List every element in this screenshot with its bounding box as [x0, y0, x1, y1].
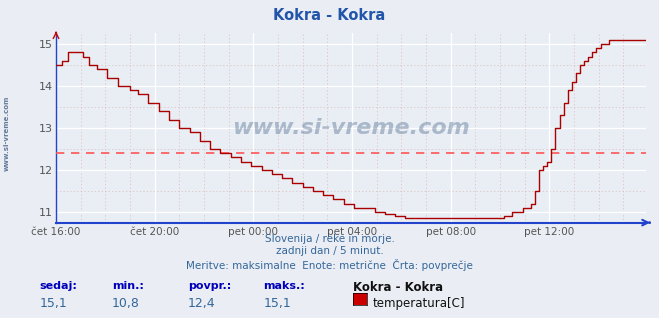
Text: 12,4: 12,4 — [188, 297, 215, 310]
Text: Meritve: maksimalne  Enote: metrične  Črta: povprečje: Meritve: maksimalne Enote: metrične Črta… — [186, 259, 473, 271]
Text: Kokra - Kokra: Kokra - Kokra — [353, 281, 443, 294]
Text: zadnji dan / 5 minut.: zadnji dan / 5 minut. — [275, 246, 384, 256]
Text: maks.:: maks.: — [264, 281, 305, 291]
Text: www.si-vreme.com: www.si-vreme.com — [232, 118, 470, 138]
Text: 10,8: 10,8 — [112, 297, 140, 310]
Text: sedaj:: sedaj: — [40, 281, 77, 291]
Text: Kokra - Kokra: Kokra - Kokra — [273, 8, 386, 23]
Text: povpr.:: povpr.: — [188, 281, 231, 291]
Text: min.:: min.: — [112, 281, 144, 291]
Text: 15,1: 15,1 — [264, 297, 291, 310]
Text: 15,1: 15,1 — [40, 297, 67, 310]
Text: temperatura[C]: temperatura[C] — [372, 297, 465, 310]
Text: Slovenija / reke in morje.: Slovenija / reke in morje. — [264, 234, 395, 244]
Text: www.si-vreme.com: www.si-vreme.com — [4, 96, 11, 171]
